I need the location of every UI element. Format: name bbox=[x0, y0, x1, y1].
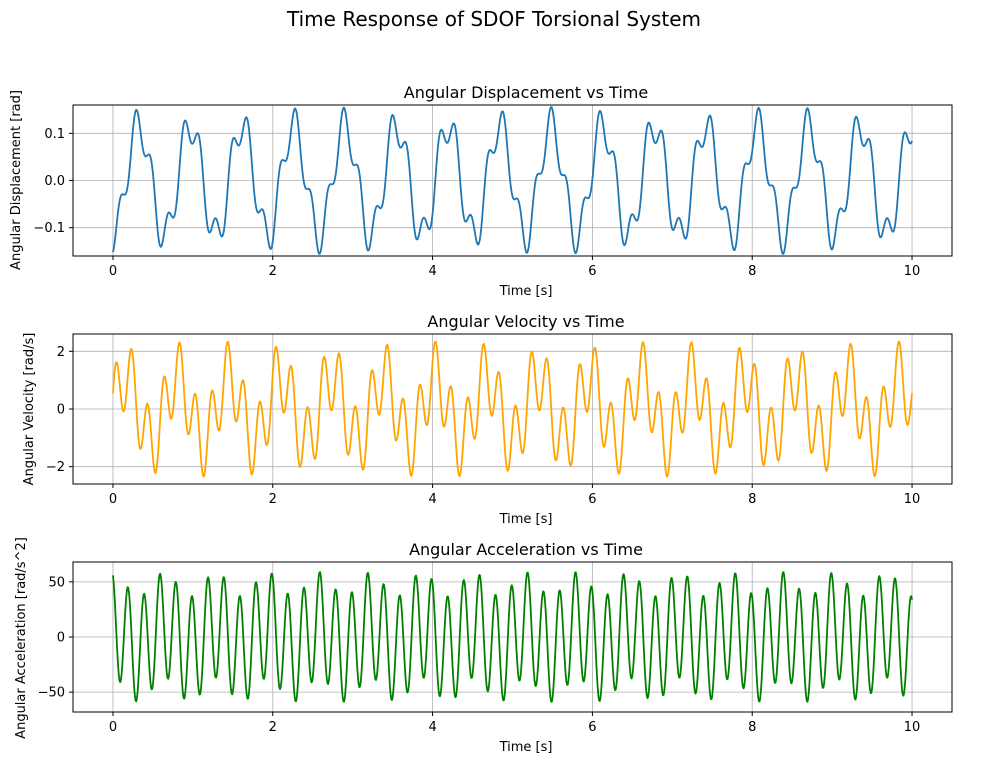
x-tick-label: 4 bbox=[428, 492, 436, 507]
y-axis-label: Angular Displacement [rad] bbox=[9, 90, 24, 270]
x-axis-label: Time [s] bbox=[499, 284, 553, 299]
series-line bbox=[112, 340, 913, 478]
x-tick-label: 8 bbox=[748, 720, 756, 735]
plot-area: 0 2 4 6 8 10 −2 0 2 bbox=[46, 333, 953, 507]
plot-area: 0 2 4 6 8 10 −0.1 0.0 0.1 bbox=[33, 104, 953, 279]
x-tick-label: 6 bbox=[588, 264, 596, 279]
y-tick-label: 0 bbox=[57, 631, 65, 646]
subplot-velocity: Angular Velocity vs Time Time [s] Angula… bbox=[22, 312, 953, 527]
series-line bbox=[112, 571, 913, 703]
x-tick-label: 4 bbox=[428, 264, 436, 279]
x-tick-label: 0 bbox=[109, 720, 117, 735]
y-axis-label: Angular Velocity [rad/s] bbox=[22, 333, 37, 486]
x-tick-label: 2 bbox=[269, 492, 277, 507]
x-tick-label: 0 bbox=[109, 264, 117, 279]
x-tick-label: 6 bbox=[588, 720, 596, 735]
x-tick-label: 2 bbox=[269, 264, 277, 279]
y-tick-label: 2 bbox=[57, 345, 65, 360]
x-tick-label: 8 bbox=[748, 264, 756, 279]
y-tick-label: 0.1 bbox=[44, 127, 65, 142]
y-tick-label: −2 bbox=[46, 460, 65, 475]
series-line bbox=[112, 106, 913, 255]
x-tick-label: 8 bbox=[748, 492, 756, 507]
subplot-acceleration: Angular Acceleration vs Time Time [s] An… bbox=[14, 537, 953, 755]
y-axis-label: Angular Acceleration [rad/s^2] bbox=[14, 537, 29, 739]
x-tick-label: 4 bbox=[428, 720, 436, 735]
x-tick-label: 10 bbox=[904, 492, 921, 507]
subplot-title: Angular Displacement vs Time bbox=[404, 83, 648, 102]
x-tick-label: 10 bbox=[904, 720, 921, 735]
y-tick-label: −50 bbox=[38, 686, 65, 701]
y-tick-label: −0.1 bbox=[33, 221, 65, 236]
subplot-title: Angular Velocity vs Time bbox=[427, 312, 624, 331]
subplot-displacement: Angular Displacement vs Time Time [s] An… bbox=[9, 83, 953, 299]
x-axis-label: Time [s] bbox=[499, 512, 553, 527]
x-axis-label: Time [s] bbox=[499, 740, 553, 755]
x-tick-label: 6 bbox=[588, 492, 596, 507]
y-tick-label: 50 bbox=[48, 575, 65, 590]
y-tick-label: 0.0 bbox=[44, 174, 65, 189]
x-tick-label: 2 bbox=[269, 720, 277, 735]
x-tick-label: 10 bbox=[904, 264, 921, 279]
figure-title: Time Response of SDOF Torsional System bbox=[286, 7, 701, 31]
y-tick-label: 0 bbox=[57, 403, 65, 418]
plot-area: 0 2 4 6 8 10 −50 0 50 bbox=[38, 561, 953, 735]
x-tick-label: 0 bbox=[109, 492, 117, 507]
subplot-title: Angular Acceleration vs Time bbox=[409, 540, 643, 559]
